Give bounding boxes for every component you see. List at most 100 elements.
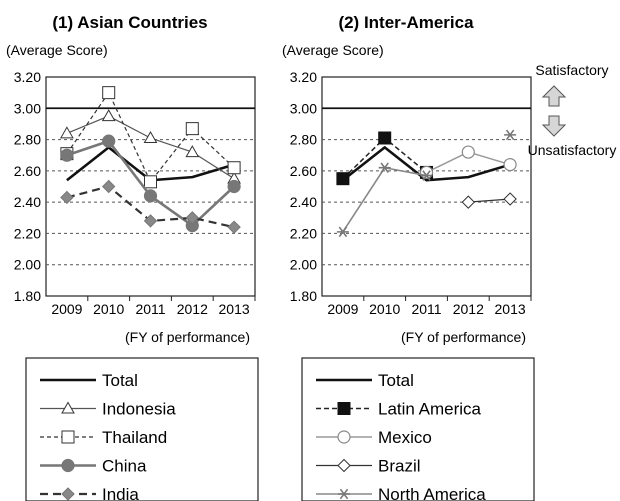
panel2-plot: 3.20 3.00 2.80 2.60 2.40 2.20 2.00 1.80 2009 2010… xyxy=(290,69,532,317)
panel1-plot: 3.20 3.00 2.80 2.60 2.40 2.20 2.00 1.80 2009 2010… xyxy=(14,69,256,317)
panel2-ylabel: (Average Score) xyxy=(282,42,384,58)
x-tick-label: 2009 xyxy=(327,301,358,317)
series-line xyxy=(342,166,427,233)
panel1-xlabel: (FY of performance) xyxy=(125,329,250,345)
y-tick-label: 3.00 xyxy=(290,100,317,116)
x-tick-label: 2012 xyxy=(177,301,208,317)
legend-swatch-marker xyxy=(61,458,75,473)
data-point xyxy=(185,122,199,136)
legend-label: Total xyxy=(102,371,138,390)
y-tick-label: 1.80 xyxy=(290,288,317,304)
x-tick-label: 2011 xyxy=(135,301,165,317)
data-point xyxy=(461,195,476,209)
data-point xyxy=(336,226,349,238)
data-point xyxy=(227,220,241,234)
legend-swatch-marker xyxy=(337,458,351,473)
data-point xyxy=(102,86,116,100)
data-point xyxy=(143,130,158,144)
y-tick-label: 2.60 xyxy=(290,163,317,179)
legend-label: North America xyxy=(378,485,486,501)
arrow-up-icon xyxy=(541,85,567,107)
x-tick-label: 2012 xyxy=(453,301,484,317)
panel2-title: (2) Inter-America xyxy=(338,13,474,32)
legend-label: Brazil xyxy=(378,457,421,476)
series-mexico xyxy=(419,145,517,180)
legend-label: Latin America xyxy=(378,400,482,419)
y-tick-label: 2.00 xyxy=(290,257,317,273)
y-tick-label: 2.20 xyxy=(290,225,317,241)
x-tick-label: 2010 xyxy=(369,301,400,317)
legend-label: Indonesia xyxy=(102,400,176,419)
plot-frame xyxy=(321,76,532,297)
x-tick-label: 2013 xyxy=(495,301,526,317)
y-tick-label: 3.20 xyxy=(14,69,41,85)
legend-swatch-marker xyxy=(61,487,75,501)
series-india xyxy=(60,179,241,234)
panel1-ylabel: (Average Score) xyxy=(6,42,108,58)
panel1-title: (1) Asian Countries xyxy=(52,13,207,32)
data-point xyxy=(143,214,158,228)
x-tick-label: 2011 xyxy=(411,301,441,317)
y-tick-label: 3.00 xyxy=(14,100,41,116)
data-point xyxy=(378,162,391,174)
legend-swatch-marker xyxy=(61,430,75,444)
series-china xyxy=(60,134,241,233)
legend-swatch-marker xyxy=(337,402,351,415)
legend-box xyxy=(25,357,259,501)
legend-label: India xyxy=(102,485,139,501)
y-tick-label: 2.40 xyxy=(14,194,41,210)
data-point xyxy=(378,131,392,145)
x-tick-label: 2010 xyxy=(93,301,124,317)
data-point xyxy=(60,148,74,162)
data-point xyxy=(503,192,517,206)
legend-swatch-marker xyxy=(337,430,351,444)
plot-frame xyxy=(45,76,256,297)
data-point xyxy=(336,172,350,186)
series-brazil xyxy=(461,192,517,209)
panel2-xlabel: (FY of performance) xyxy=(401,329,526,345)
y-tick-label: 2.80 xyxy=(14,132,41,148)
data-point xyxy=(185,211,200,225)
satisfactory-label: Satisfactory xyxy=(535,62,608,78)
data-point xyxy=(227,161,241,175)
series-total xyxy=(342,146,511,182)
data-point xyxy=(503,158,517,172)
y-tick-label: 2.60 xyxy=(14,163,41,179)
y-tick-label: 1.80 xyxy=(14,288,41,304)
y-tick-label: 2.00 xyxy=(14,257,41,273)
legend-box xyxy=(301,357,535,501)
series-line xyxy=(66,92,235,183)
data-point xyxy=(60,126,74,139)
x-tick-label: 2009 xyxy=(51,301,82,317)
data-point xyxy=(185,145,200,158)
series-north-america xyxy=(336,129,517,238)
data-point xyxy=(227,179,241,194)
data-point xyxy=(101,179,116,194)
y-tick-label: 2.80 xyxy=(290,132,317,148)
data-point xyxy=(420,170,433,181)
data-point xyxy=(144,175,157,189)
panel1-legend: Total Indonesia Thailand China India xyxy=(25,357,259,501)
data-point xyxy=(504,129,517,141)
y-tick-label: 3.20 xyxy=(290,69,317,85)
legend-label: Thailand xyxy=(102,428,167,447)
arrow-down-icon xyxy=(541,115,567,137)
y-tick-label: 2.40 xyxy=(290,194,317,210)
series-line xyxy=(468,198,511,203)
data-point xyxy=(461,145,475,159)
legend-label: Total xyxy=(378,371,414,390)
panel2-legend: Total Latin America Mexico Brazil North Amer… xyxy=(301,357,535,501)
legend-label: Mexico xyxy=(378,428,432,447)
series-indonesia xyxy=(60,109,241,184)
series-line xyxy=(342,146,511,182)
legend-label: China xyxy=(102,457,147,476)
data-point xyxy=(102,134,116,148)
y-tick-label: 2.20 xyxy=(14,225,41,241)
legend-swatch-marker xyxy=(61,401,75,414)
x-tick-label: 2013 xyxy=(219,301,250,317)
data-point xyxy=(101,109,116,122)
data-point xyxy=(60,190,74,205)
data-point xyxy=(143,189,158,203)
legend-swatch-marker xyxy=(338,488,350,500)
